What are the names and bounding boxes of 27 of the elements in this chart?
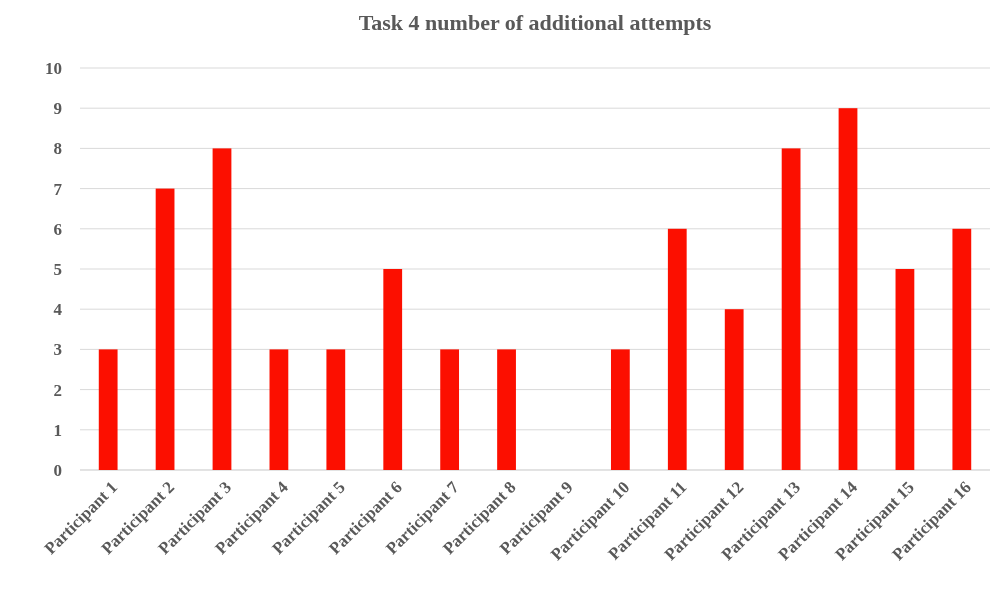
- bar: [269, 349, 289, 470]
- bar: [781, 148, 801, 470]
- y-tick-label: 2: [53, 380, 62, 400]
- y-tick-label: 7: [53, 179, 63, 199]
- bar: [155, 188, 175, 470]
- bar: [610, 349, 630, 470]
- y-tick-label: 0: [53, 460, 62, 480]
- bar: [667, 228, 687, 470]
- bar: [326, 349, 346, 470]
- y-tick-label: 5: [53, 259, 62, 279]
- bar: [383, 269, 403, 470]
- bar: [212, 148, 232, 470]
- bar: [838, 108, 858, 470]
- y-tick-label: 6: [53, 219, 62, 239]
- bar: [952, 228, 972, 470]
- y-tick-label: 10: [45, 58, 62, 78]
- y-tick-label: 1: [53, 420, 62, 440]
- bar: [895, 269, 915, 470]
- bar: [497, 349, 516, 470]
- bar: [98, 349, 118, 470]
- bar: [440, 349, 460, 470]
- y-tick-label: 3: [53, 340, 62, 360]
- y-tick-label: 4: [53, 300, 63, 320]
- chart-title: Task 4 number of additional attempts: [358, 10, 712, 35]
- bar: [724, 309, 744, 470]
- y-tick-label: 9: [53, 99, 62, 119]
- y-tick-label: 8: [53, 139, 62, 159]
